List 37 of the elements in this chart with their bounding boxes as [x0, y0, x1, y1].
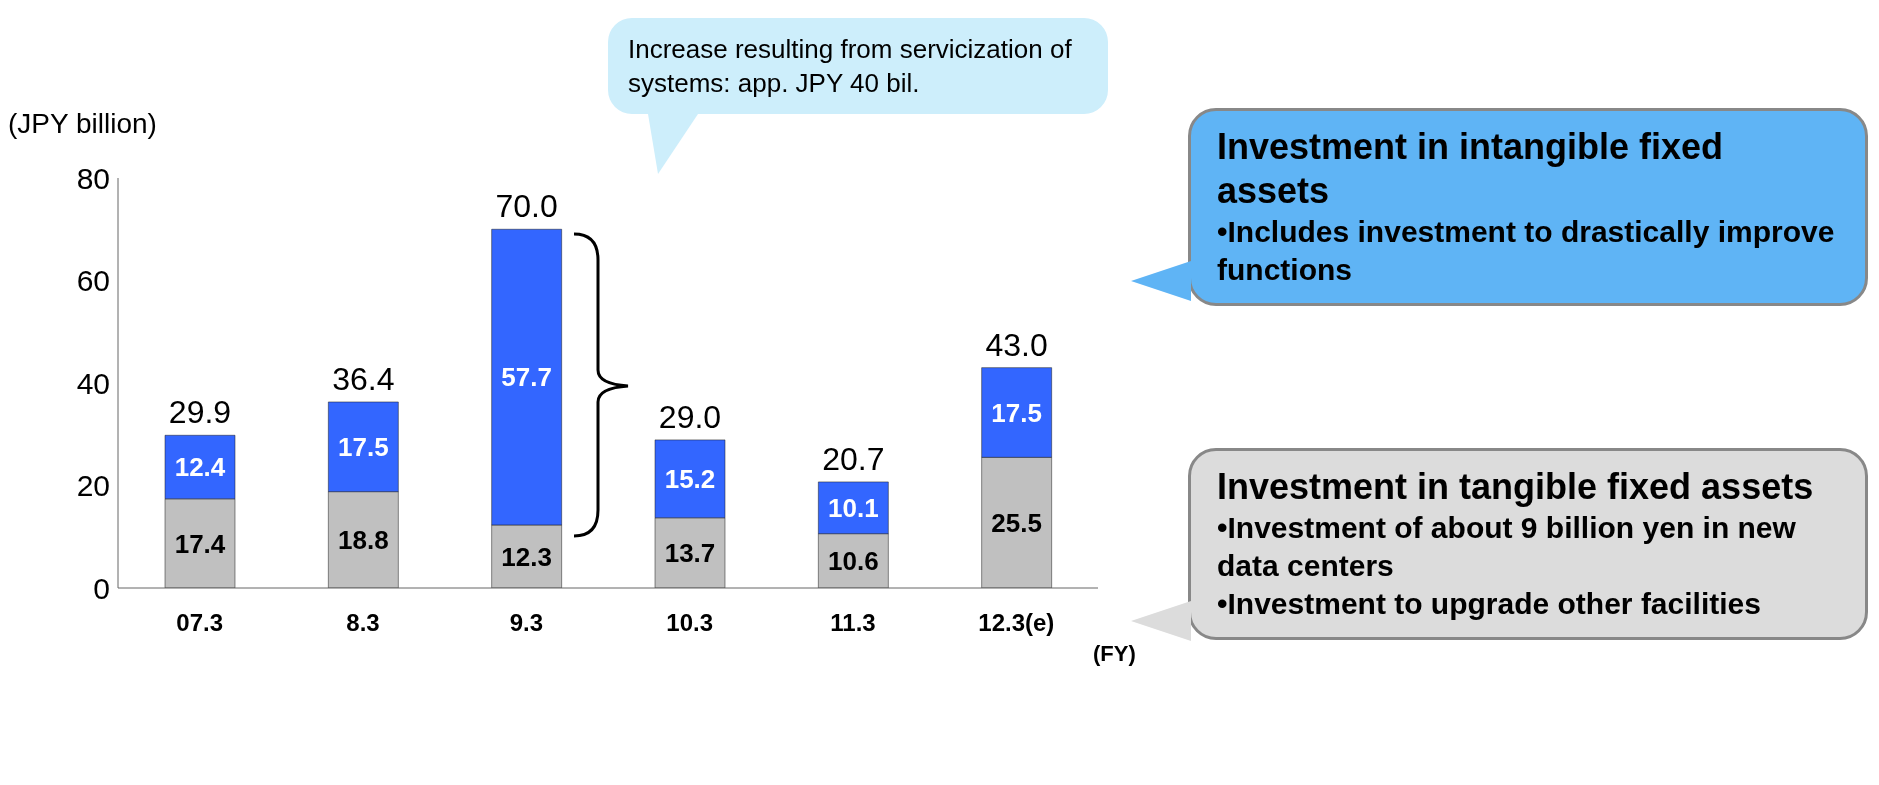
- text: •Includes investment to drastically improve functions: [1217, 214, 1836, 288]
- y-tick-label: 60: [76, 264, 110, 298]
- total-label: 70.0: [495, 188, 558, 225]
- text: Increase resulting from servicization of systems: app. JPY 40 bil.: [628, 34, 1072, 98]
- y-tick-label: 0: [93, 571, 110, 605]
- data-label: 13.7: [664, 538, 716, 569]
- data-label: 10.1: [828, 493, 879, 524]
- y-tick-label: 40: [76, 366, 110, 400]
- text: Investment in intangible fixed assets: [1217, 125, 1725, 213]
- text: •Investment to upgrade other facilities: [1217, 586, 1762, 622]
- data-label: 15.2: [664, 464, 716, 495]
- text: •Investment of about 9 billion yen in new data centers: [1217, 510, 1797, 584]
- x-tick-label: 10.3: [666, 609, 714, 637]
- x-tick-label: 11.3: [830, 609, 876, 637]
- y-tick-label: 20: [76, 469, 110, 503]
- x-tick-label: 8.3: [346, 609, 380, 637]
- text: Investment in tangible fixed assets: [1217, 465, 1815, 509]
- data-label: 25.5: [991, 507, 1042, 538]
- data-label: 12.3: [501, 541, 552, 572]
- data-label: 17.5: [338, 432, 389, 463]
- x-axis-title: (FY): [1093, 641, 1136, 667]
- total-label: 29.0: [658, 398, 722, 435]
- x-tick-label: 07.3: [176, 609, 224, 637]
- data-label: 10.6: [828, 546, 879, 577]
- data-label: 17.4: [174, 528, 226, 559]
- data-label: 57.7: [501, 362, 552, 393]
- x-tick-label: 12.3(e): [978, 609, 1055, 637]
- y-axis-title: (JPY billion): [8, 108, 157, 140]
- data-label: 12.4: [174, 452, 226, 483]
- total-label: 43.0: [985, 326, 1048, 363]
- data-label: 17.5: [991, 397, 1042, 428]
- total-label: 20.7: [822, 440, 885, 477]
- total-label: 29.9: [168, 394, 232, 431]
- y-tick-label: 80: [76, 161, 110, 195]
- x-tick-label: 9.3: [509, 609, 544, 637]
- total-label: 36.4: [332, 360, 395, 397]
- data-label: 18.8: [338, 525, 389, 556]
